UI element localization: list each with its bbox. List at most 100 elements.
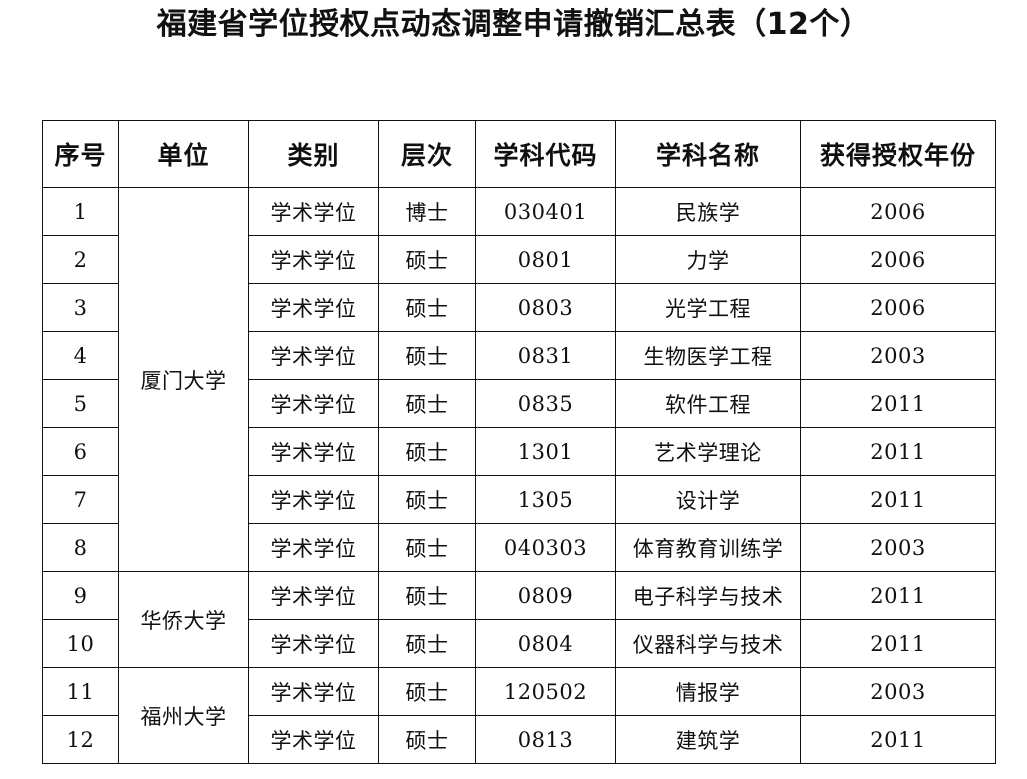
cell-year: 2011 xyxy=(800,619,996,668)
cell-category: 学术学位 xyxy=(248,475,379,524)
cell-subject: 体育教育训练学 xyxy=(615,523,801,572)
cell-seq: 2 xyxy=(42,235,119,284)
header-row: 序号 单位 类别 层次 学科代码 学科名称 获得授权年份 xyxy=(42,120,996,188)
cell-seq: 5 xyxy=(42,379,119,428)
cell-level: 硕士 xyxy=(378,427,476,476)
cell-seq: 1 xyxy=(42,187,119,236)
cell-seq: 10 xyxy=(42,619,119,668)
cell-year: 2006 xyxy=(800,235,996,284)
column-header-unit: 单位 xyxy=(118,120,249,188)
column-header-code: 学科代码 xyxy=(475,120,616,188)
table-row: 10 学术学位 硕士 0804 仪器科学与技术 2011 xyxy=(42,619,996,668)
column-header-level: 层次 xyxy=(378,120,476,188)
cell-category: 学术学位 xyxy=(248,571,379,620)
cell-code: 120502 xyxy=(475,667,616,716)
cell-year: 2003 xyxy=(800,667,996,716)
table-row: 2 学术学位 硕士 0801 力学 2006 xyxy=(42,235,996,284)
cell-code: 1301 xyxy=(475,427,616,476)
cell-level: 硕士 xyxy=(378,523,476,572)
table-row: 5 学术学位 硕士 0835 软件工程 2011 xyxy=(42,379,996,428)
cell-category: 学术学位 xyxy=(248,379,379,428)
cell-year: 2011 xyxy=(800,379,996,428)
cell-level: 硕士 xyxy=(378,235,476,284)
cell-code: 0803 xyxy=(475,283,616,332)
table-row: 8 学术学位 硕士 040303 体育教育训练学 2003 xyxy=(42,523,996,572)
cell-category: 学术学位 xyxy=(248,715,379,764)
summary-table-container: 序号 单位 类别 层次 学科代码 学科名称 获得授权年份 1 厦门大学 学术学位 博士… xyxy=(42,120,996,764)
summary-table: 序号 单位 类别 层次 学科代码 学科名称 获得授权年份 1 厦门大学 学术学位 博士… xyxy=(42,120,996,764)
column-header-subject: 学科名称 xyxy=(615,120,801,188)
cell-category: 学术学位 xyxy=(248,235,379,284)
table-body: 1 厦门大学 学术学位 博士 030401 民族学 2006 2 学术学位 硕士 0801 力学 200… xyxy=(42,187,996,764)
table-row: 1 厦门大学 学术学位 博士 030401 民族学 2006 xyxy=(42,187,996,572)
table-row: 6 学术学位 硕士 1301 艺术学理论 2011 xyxy=(42,427,996,476)
cell-year: 2006 xyxy=(800,283,996,332)
cell-level: 硕士 xyxy=(378,331,476,380)
cell-category: 学术学位 xyxy=(248,667,379,716)
table-row: 4 学术学位 硕士 0831 生物医学工程 2003 xyxy=(42,331,996,380)
cell-level: 博士 xyxy=(378,187,476,236)
cell-seq: 4 xyxy=(42,331,119,380)
column-header-category: 类别 xyxy=(248,120,379,188)
cell-year: 2011 xyxy=(800,571,996,620)
cell-year: 2011 xyxy=(800,427,996,476)
cell-level: 硕士 xyxy=(378,379,476,428)
cell-code: 0809 xyxy=(475,571,616,620)
table-row: 7 学术学位 硕士 1305 设计学 2011 xyxy=(42,475,996,524)
table-row: 11 福州大学 学术学位 硕士 120502 情报学 2003 xyxy=(42,667,996,764)
cell-category: 学术学位 xyxy=(248,427,379,476)
cell-seq: 7 xyxy=(42,475,119,524)
column-header-seq: 序号 xyxy=(42,120,119,188)
cell-subject: 电子科学与技术 xyxy=(615,571,801,620)
cell-code: 0835 xyxy=(475,379,616,428)
cell-seq: 12 xyxy=(42,715,119,764)
cell-category: 学术学位 xyxy=(248,523,379,572)
cell-code: 0813 xyxy=(475,715,616,764)
cell-year: 2003 xyxy=(800,523,996,572)
cell-subject: 艺术学理论 xyxy=(615,427,801,476)
cell-unit: 福州大学 xyxy=(118,667,249,764)
cell-code: 040303 xyxy=(475,523,616,572)
cell-category: 学术学位 xyxy=(248,331,379,380)
cell-year: 2011 xyxy=(800,715,996,764)
cell-seq: 6 xyxy=(42,427,119,476)
cell-subject: 设计学 xyxy=(615,475,801,524)
cell-subject: 软件工程 xyxy=(615,379,801,428)
cell-level: 硕士 xyxy=(378,283,476,332)
cell-code: 1305 xyxy=(475,475,616,524)
cell-level: 硕士 xyxy=(378,475,476,524)
cell-subject: 生物医学工程 xyxy=(615,331,801,380)
table-row: 9 华侨大学 学术学位 硕士 0809 电子科学与技术 2011 xyxy=(42,571,996,668)
table-row: 3 学术学位 硕士 0803 光学工程 2006 xyxy=(42,283,996,332)
cell-year: 2006 xyxy=(800,187,996,236)
cell-unit: 华侨大学 xyxy=(118,571,249,668)
cell-level: 硕士 xyxy=(378,619,476,668)
cell-seq: 9 xyxy=(42,571,119,620)
cell-subject: 民族学 xyxy=(615,187,801,236)
cell-seq: 11 xyxy=(42,667,119,716)
page-title: 福建省学位授权点动态调整申请撤销汇总表（12个） xyxy=(156,7,871,42)
cell-code: 0831 xyxy=(475,331,616,380)
cell-subject: 光学工程 xyxy=(615,283,801,332)
column-header-year: 获得授权年份 xyxy=(800,120,996,188)
cell-code: 0801 xyxy=(475,235,616,284)
cell-code: 030401 xyxy=(475,187,616,236)
table-header: 序号 单位 类别 层次 学科代码 学科名称 获得授权年份 xyxy=(42,120,996,188)
cell-subject: 建筑学 xyxy=(615,715,801,764)
cell-category: 学术学位 xyxy=(248,619,379,668)
cell-unit: 厦门大学 xyxy=(118,187,249,572)
cell-category: 学术学位 xyxy=(248,283,379,332)
cell-year: 2003 xyxy=(800,331,996,380)
cell-subject: 情报学 xyxy=(615,667,801,716)
table-row: 12 学术学位 硕士 0813 建筑学 2011 xyxy=(42,715,996,764)
cell-level: 硕士 xyxy=(378,571,476,620)
cell-category: 学术学位 xyxy=(248,187,379,236)
cell-code: 0804 xyxy=(475,619,616,668)
cell-subject: 仪器科学与技术 xyxy=(615,619,801,668)
cell-seq: 3 xyxy=(42,283,119,332)
cell-seq: 8 xyxy=(42,523,119,572)
cell-subject: 力学 xyxy=(615,235,801,284)
cell-year: 2011 xyxy=(800,475,996,524)
cell-level: 硕士 xyxy=(378,715,476,764)
